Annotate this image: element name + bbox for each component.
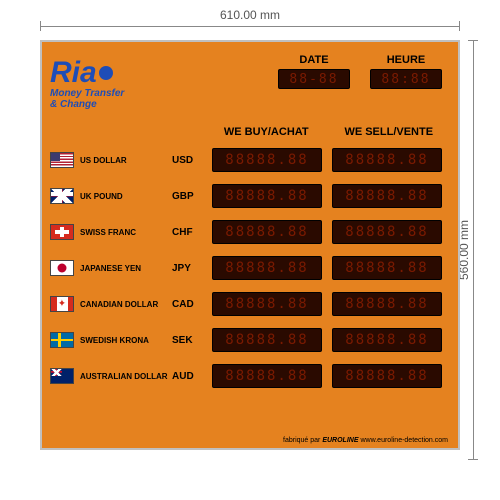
date-block: DATE 88-88 xyxy=(278,54,350,120)
flag-icon xyxy=(50,152,74,168)
currency-name: JAPANESE YEN xyxy=(80,264,172,273)
logo-tagline-1: Money Transfer xyxy=(50,88,200,99)
currency-row: ✦ CANADIAN DOLLARCAD 88888.88 88888.88 xyxy=(50,290,450,318)
currency-name: SWEDISH KRONA xyxy=(80,336,172,345)
currency-name: US DOLLAR xyxy=(80,156,172,165)
column-headers: WE BUY/ACHAT WE SELL/VENTE xyxy=(50,126,450,138)
sell-header: WE SELL/VENTE xyxy=(328,126,451,138)
currency-name: CANADIAN DOLLAR xyxy=(80,300,172,309)
board-header: Ria Money Transfer & Change DATE 88-88 H… xyxy=(50,50,450,120)
sell-rate-display: 88888.88 xyxy=(332,184,442,208)
currency-code: AUD xyxy=(172,371,202,382)
sell-rate-display: 88888.88 xyxy=(332,148,442,172)
currency-name: AUSTRALIAN DOLLAR xyxy=(80,372,172,381)
time-label: HEURE xyxy=(370,54,442,66)
currency-code: CHF xyxy=(172,227,202,238)
flag-icon: ✦ xyxy=(50,296,74,312)
footer-brand: EUROLINE xyxy=(322,437,358,444)
date-time-zone: DATE 88-88 HEURE 88:88 xyxy=(200,50,450,120)
flag-icon xyxy=(50,224,74,240)
buy-rate-display: 88888.88 xyxy=(212,148,322,172)
dimension-width: 610.00 mm xyxy=(220,8,280,22)
date-display: 88-88 xyxy=(278,69,350,89)
currency-row: SWISS FRANCCHF 88888.88 88888.88 xyxy=(50,218,450,246)
currency-rows: US DOLLARUSD 88888.88 88888.88 UK POUNDGBP 8… xyxy=(50,146,450,390)
currency-row: US DOLLARUSD 88888.88 88888.88 xyxy=(50,146,450,174)
currency-row: JAPANESE YENJPY 88888.88 88888.88 xyxy=(50,254,450,282)
sell-rate-display: 88888.88 xyxy=(332,220,442,244)
currency-row: UK POUNDGBP 88888.88 88888.88 xyxy=(50,182,450,210)
flag-icon xyxy=(50,368,74,384)
flag-icon xyxy=(50,260,74,276)
currency-code: SEK xyxy=(172,335,202,346)
sell-rate-display: 88888.88 xyxy=(332,328,442,352)
sell-rate-display: 88888.88 xyxy=(332,292,442,316)
buy-header: WE BUY/ACHAT xyxy=(205,126,328,138)
rate-board: Ria Money Transfer & Change DATE 88-88 H… xyxy=(40,40,460,450)
flag-icon xyxy=(50,332,74,348)
dimension-line-top xyxy=(40,26,460,27)
sell-rate-display: 88888.88 xyxy=(332,364,442,388)
currency-code: CAD xyxy=(172,299,202,310)
buy-rate-display: 88888.88 xyxy=(212,220,322,244)
currency-code: JPY xyxy=(172,263,202,274)
logo-tagline-2: & Change xyxy=(50,99,200,110)
logo-zone: Ria Money Transfer & Change xyxy=(50,50,200,120)
logo-icon xyxy=(99,66,113,80)
time-block: HEURE 88:88 xyxy=(370,54,442,120)
currency-row: AUSTRALIAN DOLLARAUD 88888.88 88888.88 xyxy=(50,362,450,390)
logo-brand: Ria xyxy=(50,58,200,88)
board-footer: fabriqué par EUROLINE www.euroline-detec… xyxy=(283,437,448,444)
buy-rate-display: 88888.88 xyxy=(212,292,322,316)
buy-rate-display: 88888.88 xyxy=(212,256,322,280)
buy-rate-display: 88888.88 xyxy=(212,364,322,388)
buy-rate-display: 88888.88 xyxy=(212,184,322,208)
currency-code: GBP xyxy=(172,191,202,202)
date-label: DATE xyxy=(278,54,350,66)
time-display: 88:88 xyxy=(370,69,442,89)
footer-prefix: fabriqué par xyxy=(283,437,320,444)
flag-icon xyxy=(50,188,74,204)
currency-row: SWEDISH KRONASEK 88888.88 88888.88 xyxy=(50,326,450,354)
sell-rate-display: 88888.88 xyxy=(332,256,442,280)
currency-name: UK POUND xyxy=(80,192,172,201)
footer-url: www.euroline-detection.com xyxy=(360,437,448,444)
dimension-line-right xyxy=(473,40,474,460)
buy-rate-display: 88888.88 xyxy=(212,328,322,352)
currency-name: SWISS FRANC xyxy=(80,228,172,237)
currency-code: USD xyxy=(172,155,202,166)
